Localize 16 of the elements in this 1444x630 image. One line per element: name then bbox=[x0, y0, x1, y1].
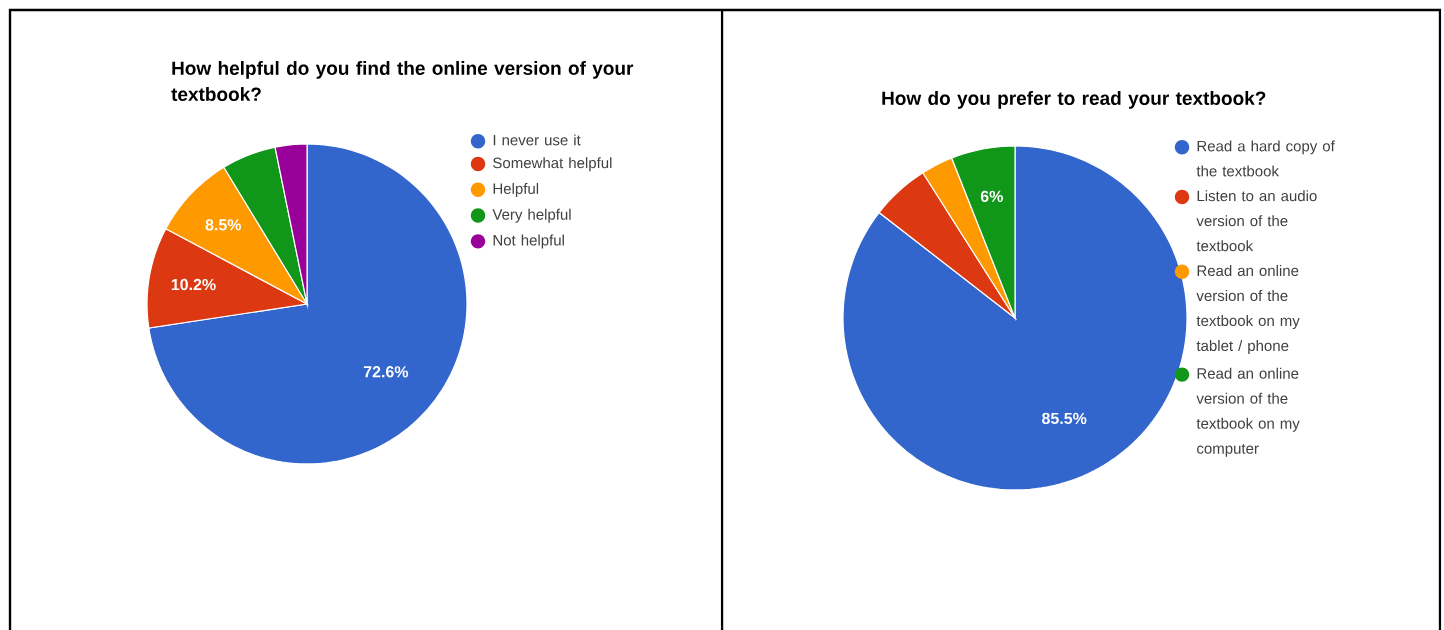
chart-title: How helpful do you find the online version of your textbook? bbox=[171, 61, 634, 102]
legend-label: Very helpful bbox=[492, 208, 571, 223]
data-label: 72.6% bbox=[363, 366, 409, 378]
data-label: 6% bbox=[980, 190, 1003, 202]
legend-label: Listen to an audio version of the textbook bbox=[1196, 190, 1317, 252]
legend-label: Read a hard copy of the textbook bbox=[1196, 140, 1335, 177]
data-label: 10.2% bbox=[171, 278, 216, 291]
legend-label: Read an online version of the textbook on my tablet / phone bbox=[1196, 265, 1300, 354]
legend-label: I never use it bbox=[493, 134, 581, 146]
legend-label: Somewhat helpful bbox=[493, 157, 612, 172]
legend-label: Read an online version of the textbook on my computer bbox=[1196, 367, 1300, 457]
legend-label: Not helpful bbox=[493, 234, 564, 249]
data-label: 85.5% bbox=[1042, 412, 1087, 425]
legend-label: Helpful bbox=[493, 183, 539, 197]
data-label: 8.5% bbox=[205, 219, 242, 231]
chart-title: How do you prefer to read your textbook? bbox=[882, 91, 1266, 109]
